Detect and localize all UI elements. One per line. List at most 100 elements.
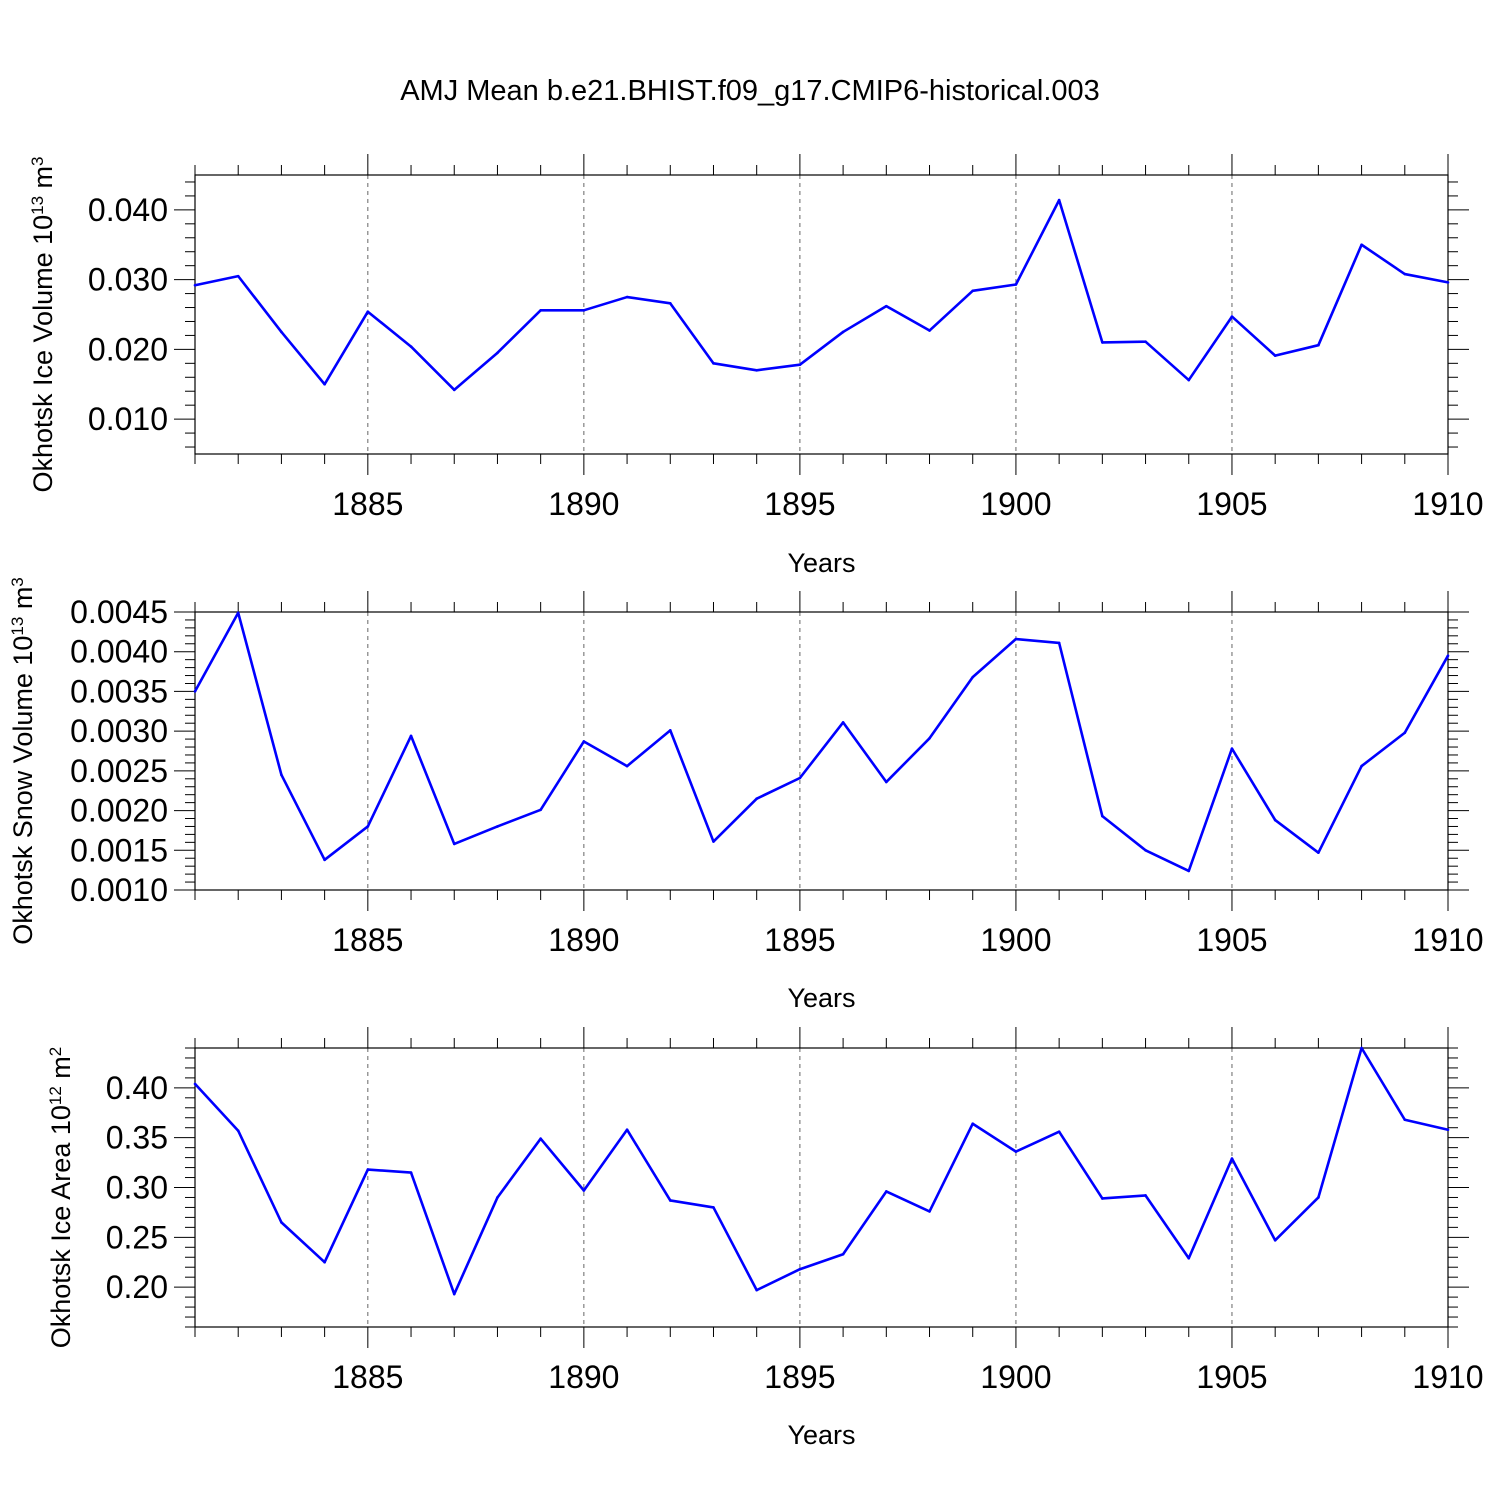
data-point bbox=[1317, 851, 1320, 854]
plot-frame bbox=[194, 611, 1449, 891]
y-axis-title-unit-exponent: 3 bbox=[8, 577, 27, 586]
data-point bbox=[798, 776, 802, 780]
data-point bbox=[496, 1196, 499, 1199]
series-line bbox=[194, 198, 1449, 392]
data-point bbox=[928, 736, 931, 740]
data-point bbox=[193, 283, 197, 287]
data-point bbox=[193, 690, 197, 693]
data-point bbox=[841, 1252, 845, 1256]
x-tick-label: 1905 bbox=[1196, 1359, 1267, 1395]
data-point bbox=[755, 797, 758, 800]
data-point bbox=[236, 1129, 240, 1133]
data-point bbox=[452, 388, 456, 392]
data-point bbox=[323, 858, 326, 862]
data-point bbox=[798, 363, 802, 367]
x-tick-label: 1900 bbox=[980, 1359, 1051, 1395]
data-point bbox=[798, 1267, 802, 1271]
data-point bbox=[755, 1288, 758, 1292]
x-tick-label: 1885 bbox=[332, 1359, 403, 1395]
data-point bbox=[841, 330, 845, 334]
data-point bbox=[582, 1189, 586, 1192]
data-point bbox=[928, 1210, 931, 1213]
y-tick-label: 0.0040 bbox=[70, 634, 168, 670]
data-point bbox=[280, 773, 283, 777]
data-point bbox=[1446, 1128, 1450, 1132]
x-tick-label: 1910 bbox=[1412, 922, 1483, 958]
data-point bbox=[582, 740, 586, 743]
x-axis-title: Years bbox=[787, 983, 855, 1013]
data-point bbox=[668, 302, 672, 305]
data-point bbox=[1273, 354, 1277, 357]
y-axis-title-text: Okhotsk Snow Volume 10 bbox=[8, 636, 38, 945]
y-tick-label: 0.0010 bbox=[70, 872, 168, 908]
data-point bbox=[539, 1137, 542, 1140]
data-point bbox=[582, 309, 586, 312]
y-axis-title: Okhotsk Ice Area 1012 m2 bbox=[46, 1047, 76, 1349]
data-point bbox=[1014, 1150, 1018, 1153]
data-point bbox=[1230, 1157, 1234, 1160]
data-point bbox=[539, 309, 542, 312]
chart-panels: 1885 1890 1895 1900 1905 1910 Years 0.010 0.020 0… bbox=[8, 154, 1484, 1450]
data-point bbox=[1101, 1197, 1104, 1200]
data-point bbox=[1317, 343, 1320, 347]
y-tick-label: 0.25 bbox=[106, 1219, 168, 1255]
data-point bbox=[668, 729, 672, 732]
data-point bbox=[1273, 1239, 1277, 1242]
data-point bbox=[366, 825, 370, 828]
data-point bbox=[1360, 764, 1363, 768]
y-tick-label: 0.40 bbox=[106, 1070, 168, 1106]
x-tick-label: 1885 bbox=[332, 486, 403, 522]
x-tick-label: 1910 bbox=[1412, 486, 1483, 522]
data-point bbox=[366, 1168, 370, 1171]
y-axis-title-exponent: 13 bbox=[8, 617, 27, 636]
chart-panel-3: 1885 1890 1895 1900 1905 1910 Years 0.20 0.25 0.3… bbox=[46, 1027, 1484, 1450]
y-tick-label: 0.010 bbox=[88, 401, 168, 437]
data-point bbox=[928, 329, 931, 332]
chart-panel-1: 1885 1890 1895 1900 1905 1910 Years 0.010 0.020 0… bbox=[28, 154, 1484, 578]
data-point bbox=[1230, 747, 1234, 750]
data-point bbox=[1403, 272, 1407, 276]
x-tick-label: 1885 bbox=[332, 922, 403, 958]
data-point bbox=[1446, 281, 1450, 284]
data-point bbox=[712, 840, 715, 843]
data-point bbox=[1057, 641, 1061, 645]
data-point bbox=[1187, 378, 1191, 382]
data-point bbox=[539, 808, 542, 812]
data-point bbox=[452, 1292, 456, 1296]
series-line bbox=[193, 611, 1450, 873]
x-tick-label: 1895 bbox=[764, 1359, 835, 1395]
plot-frame bbox=[194, 174, 1449, 455]
data-point bbox=[1144, 848, 1147, 852]
data-point bbox=[1014, 637, 1018, 641]
y-axis-title-unit: m bbox=[46, 1056, 76, 1086]
data-point bbox=[1360, 243, 1363, 247]
y-axis-title: Okhotsk Snow Volume 1013 m3 bbox=[8, 577, 38, 945]
data-point bbox=[625, 295, 629, 299]
data-point bbox=[1273, 818, 1277, 822]
data-point bbox=[496, 825, 499, 828]
x-axis-title: Years bbox=[787, 548, 855, 578]
y-tick-label: 0.20 bbox=[106, 1269, 168, 1305]
data-point bbox=[236, 611, 240, 615]
y-axis-title-text: Okhotsk Ice Volume 10 bbox=[28, 215, 58, 493]
y-tick-label: 0.0035 bbox=[70, 673, 168, 709]
y-tick-label: 0.030 bbox=[88, 262, 168, 298]
data-point bbox=[625, 764, 629, 768]
data-point bbox=[1446, 654, 1450, 657]
x-tick-label: 1900 bbox=[980, 922, 1051, 958]
y-tick-label: 0.30 bbox=[106, 1170, 168, 1206]
data-point bbox=[971, 289, 975, 293]
plot-frame bbox=[194, 1047, 1449, 1328]
data-point bbox=[1144, 1194, 1147, 1197]
chart-panel-2: 1885 1890 1895 1900 1905 1910 Years 0.0010 0.001… bbox=[8, 577, 1484, 1013]
x-tick-label: 1890 bbox=[548, 486, 619, 522]
y-tick-label: 0.0025 bbox=[70, 753, 168, 789]
data-point bbox=[1144, 340, 1147, 344]
data-point bbox=[409, 734, 413, 738]
data-point bbox=[971, 1122, 975, 1126]
data-point bbox=[280, 1221, 283, 1224]
data-point bbox=[755, 369, 758, 372]
x-tick-label: 1890 bbox=[548, 922, 619, 958]
y-axis-title-unit-exponent: 2 bbox=[46, 1047, 65, 1056]
y-axis-title-text: Okhotsk Ice Area 10 bbox=[46, 1105, 76, 1348]
